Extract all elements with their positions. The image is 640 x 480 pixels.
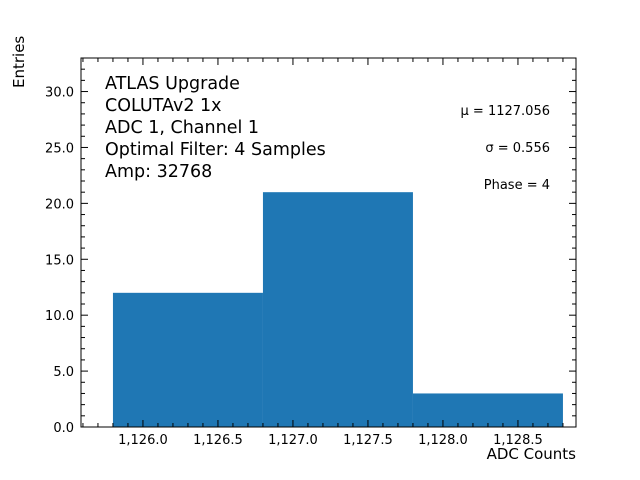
y-tick-label: 25.0 xyxy=(45,141,74,156)
y-tick-label: 5.0 xyxy=(53,365,74,380)
histogram-bar xyxy=(262,192,413,427)
axis-tick-labels: 0.0 5.0 10.0 15.0 20.0 25.0 30.0 1,126.0 1,126.5… xyxy=(45,86,543,448)
y-tick-label: 10.0 xyxy=(45,309,74,324)
y-tick-label: 15.0 xyxy=(45,253,74,268)
info-line-coluta: COLUTAv2 1x xyxy=(105,96,222,116)
info-line-atlas: ATLAS Upgrade xyxy=(105,74,240,94)
info-annotation: ATLAS Upgrade COLUTAv2 1x ADC 1, Channel… xyxy=(105,73,326,183)
y-tick-label: 20.0 xyxy=(45,197,74,212)
info-line-adc-channel: ADC 1, Channel 1 xyxy=(105,118,260,138)
plot-frame xyxy=(80,57,577,428)
x-tick-label: 1,126.5 xyxy=(193,433,243,448)
y-axis-label-text: Entries xyxy=(10,35,28,88)
x-tick-label: 1,127.0 xyxy=(268,433,318,448)
sigma-annotation: σ = 0.556 xyxy=(485,141,550,156)
histogram-bars xyxy=(112,192,563,427)
info-line-amp: Amp: 32768 xyxy=(105,162,213,182)
histogram-bar xyxy=(112,292,263,427)
y-axis-label: Entries xyxy=(10,36,28,88)
x-tick-label: 1,128.5 xyxy=(493,433,543,448)
x-tick-label: 1,128.0 xyxy=(418,433,468,448)
histogram-bar xyxy=(412,393,563,427)
y-tick-label: 30.0 xyxy=(45,86,74,101)
axis-ticks xyxy=(81,57,576,428)
x-tick-label: 1,127.5 xyxy=(343,433,393,448)
mean-annotation: μ = 1127.056 xyxy=(460,104,550,119)
y-tick-label: 0.0 xyxy=(53,421,74,436)
x-tick-label: 1,126.0 xyxy=(118,433,168,448)
info-line-filter: Optimal Filter: 4 Samples xyxy=(105,140,326,160)
phase-annotation: Phase = 4 xyxy=(483,178,550,193)
x-axis-label: ADC Counts xyxy=(486,445,576,463)
